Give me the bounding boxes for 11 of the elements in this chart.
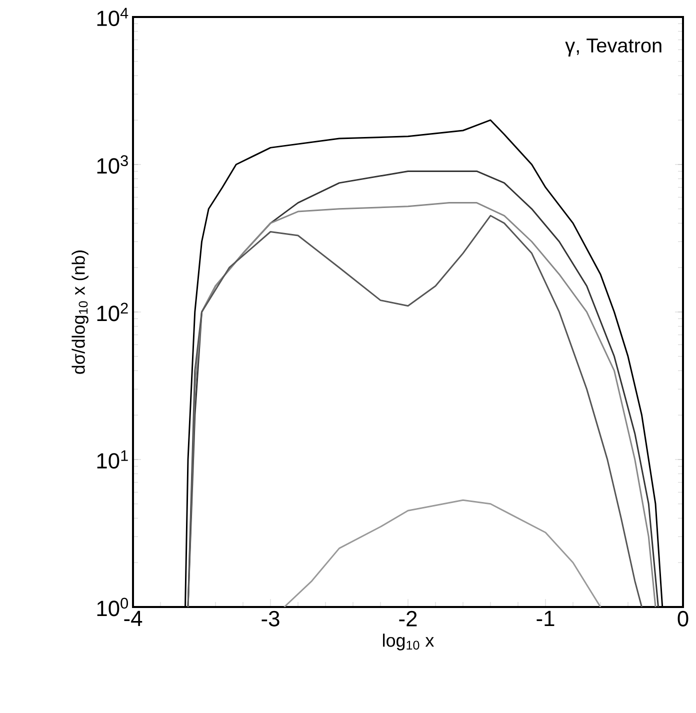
x-tick-label: -1 [536,610,554,626]
x-tick-label: -3 [262,610,280,626]
x-tick-label: -2 [399,610,417,626]
y-tick-label: 10$^{2}$ [97,302,128,322]
y-tick-label: 10$^{3}$ [97,155,128,174]
y-tick-label: 10$^{4}$ [97,8,128,26]
y-axis-title: dσ/dlog$_{10}$ x (nb) [72,250,88,374]
x-tick-label: 0 [678,610,688,626]
annotation: γ, Tevatron [565,38,662,56]
x-axis-title: log$_{10}$ x [383,634,434,650]
y-tick-label: 10$^{1}$ [97,450,128,469]
